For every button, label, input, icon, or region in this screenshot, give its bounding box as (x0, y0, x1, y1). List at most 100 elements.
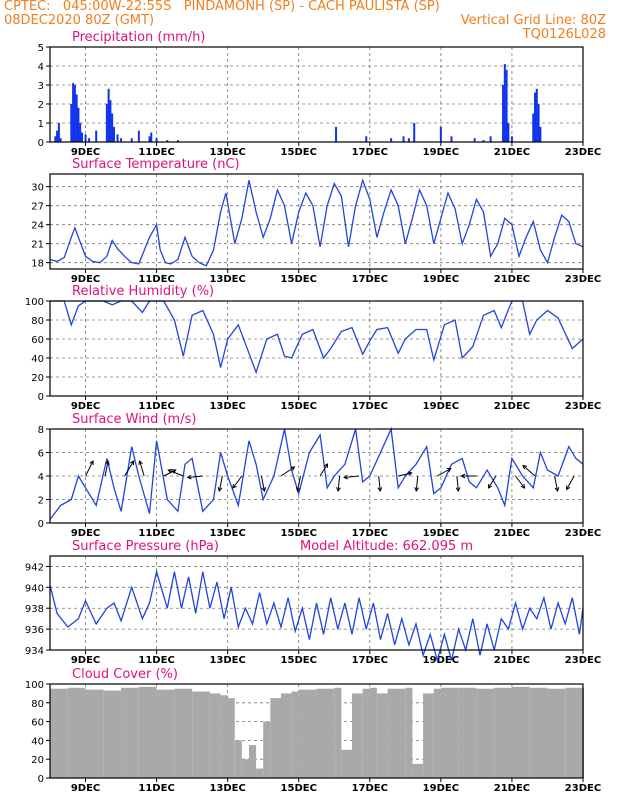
precip-bar (505, 69, 508, 142)
panel-wind: Surface Wind (m/s) 0 2 4 6 8 9DEC 11DEC 13DEC 15D… (38, 412, 602, 539)
y-tick-label: 2 (38, 100, 44, 111)
wind-arrow (124, 460, 135, 477)
series-line-rh (50, 300, 584, 375)
x-tick-label: 11DEC (138, 655, 174, 666)
cloud-bar (209, 693, 221, 778)
wind-arrow (554, 475, 559, 492)
cloud-bar (50, 688, 68, 778)
cloud-bar (316, 688, 335, 778)
wind-arrow (104, 460, 109, 477)
precip-bar (450, 136, 453, 142)
wind-arrowhead (566, 485, 571, 491)
wind-arrow (515, 475, 525, 489)
cloud-bar (511, 686, 530, 778)
y-tick-label: 24 (31, 221, 44, 232)
series-line-temp (49, 178, 584, 267)
precip-bar (120, 138, 123, 142)
x-tick-label: 23DEC (565, 655, 601, 666)
precip-bar (73, 85, 76, 142)
precip-bar (88, 138, 91, 142)
wind-arrowhead (323, 463, 329, 469)
wind-arrowhead (522, 464, 528, 470)
wind-arrowhead (290, 466, 296, 471)
precip-bar (111, 113, 114, 142)
precip-bar (166, 140, 169, 142)
cloud-bar (234, 740, 242, 778)
precip-bar (75, 94, 78, 142)
panel-frame-rh (49, 300, 584, 397)
y-tick-label: 942 (25, 562, 44, 573)
x-tick-label: 15DEC (281, 528, 317, 539)
x-tick-label: 21DEC (494, 401, 530, 412)
x-tick-label: 19DEC (423, 528, 459, 539)
y-tick-label: 40 (31, 736, 44, 747)
y-tick-label: 40 (31, 354, 44, 365)
cloud-bar (352, 693, 363, 778)
y-tick-label: 2 (38, 496, 44, 507)
cloud-bar (362, 688, 370, 778)
x-tick-label: 19DEC (423, 274, 459, 285)
wind-arrow (456, 475, 459, 492)
cloud-bar (494, 687, 512, 778)
x-tick-label: 13DEC (209, 783, 245, 794)
cloud-bar (248, 745, 257, 778)
cloud-bar (433, 688, 441, 778)
x-tick-label: 23DEC (565, 528, 601, 539)
y-tick-label: 20 (31, 755, 44, 766)
y-tick-label: 100 (25, 297, 44, 308)
cloud-bar (334, 687, 342, 778)
x-tick-label: 17DEC (352, 274, 388, 285)
cloud-bar (341, 749, 353, 778)
cloud-bar (103, 690, 122, 778)
cloud-bar (138, 686, 157, 778)
wind-arrowhead (232, 483, 237, 489)
wind-arrowhead (167, 469, 173, 474)
wind-arrow (85, 460, 94, 477)
cloud-bar (85, 689, 104, 778)
precip-bar (365, 136, 368, 142)
precip-bar (539, 126, 542, 142)
wind-arrowhead (89, 460, 94, 466)
header-date: 08DEC2020 80Z (GMT) (4, 13, 155, 28)
cloud-bar (67, 687, 86, 778)
wind-arrow (437, 468, 452, 477)
precip-bar (390, 138, 393, 142)
x-tick-label: 19DEC (423, 147, 459, 158)
x-tick-label: 19DEC (423, 655, 459, 666)
cloud-bar (412, 763, 424, 778)
precip-bar (116, 134, 119, 142)
x-tick-label: 19DEC (423, 783, 459, 794)
wind-arrowhead (487, 483, 493, 489)
panel-annotation-pressure: Model Altitude: 662.095 m (300, 539, 473, 554)
cloud-bar (369, 687, 377, 778)
y-tick-label: 18 (31, 259, 44, 270)
y-tick-label: 60 (31, 718, 44, 729)
x-tick-label: 23DEC (565, 274, 601, 285)
precip-bar (72, 83, 75, 142)
cloud-bar (227, 698, 235, 778)
y-tick-label: 6 (38, 449, 44, 460)
cloud-bar (291, 691, 299, 778)
y-tick-label: 0 (38, 519, 44, 530)
y-tick-label: 30 (31, 183, 44, 194)
cloud-bar (270, 698, 281, 778)
cloud-bar (192, 691, 210, 778)
precip-bar (112, 126, 115, 142)
wind-arrow (415, 475, 419, 492)
x-tick-label: 9DEC (71, 655, 100, 666)
cloud-bar (121, 687, 139, 778)
precip-bar (155, 138, 158, 142)
cloud-bar (298, 689, 317, 778)
x-tick-label: 23DEC (565, 147, 601, 158)
panel-frame-temp (49, 173, 584, 270)
wind-arrow (297, 475, 302, 492)
precip-bar (148, 136, 151, 142)
precip-bar (54, 136, 57, 142)
wind-arrowhead (460, 473, 466, 479)
x-tick-label: 19DEC (423, 401, 459, 412)
panel-precip: Precipitation (mm/h) 0 1 2 3 4 5 9DEC 11DEC 13DEC… (38, 30, 602, 158)
cloud-bar (241, 759, 249, 778)
series-line-wind (49, 426, 584, 520)
x-tick-label: 17DEC (352, 528, 388, 539)
x-tick-label: 13DEC (209, 655, 245, 666)
